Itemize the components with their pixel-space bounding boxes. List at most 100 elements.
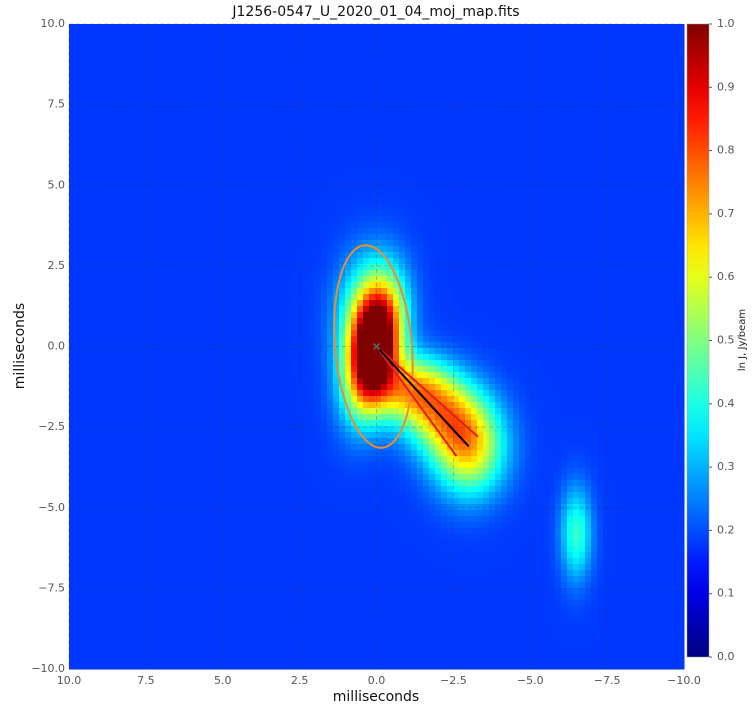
map-cell (507, 216, 514, 223)
map-cell (159, 228, 166, 235)
map-cell (369, 234, 376, 241)
map-cell (201, 162, 208, 169)
map-cell (213, 186, 220, 193)
map-cell (363, 174, 370, 181)
map-cell (273, 42, 280, 49)
map-cell (561, 42, 568, 49)
map-cell (255, 240, 262, 247)
map-cell (129, 294, 136, 301)
map-cell (195, 84, 202, 91)
map-cell (135, 228, 142, 235)
map-cell (375, 72, 382, 79)
map-cell (531, 162, 538, 169)
map-cell (501, 258, 508, 265)
map-cell (291, 294, 298, 301)
map-cell (147, 198, 154, 205)
map-cell (87, 312, 94, 319)
map-cell (201, 258, 208, 265)
map-cell (501, 150, 508, 157)
map-cell (567, 48, 574, 55)
map-cell (465, 252, 472, 259)
map-cell (309, 138, 316, 145)
map-cell (171, 168, 178, 175)
map-cell (495, 24, 502, 31)
map-cell (297, 282, 304, 289)
map-cell (621, 204, 628, 211)
map-cell (75, 84, 82, 91)
map-cell (663, 96, 670, 103)
map-cell (669, 168, 676, 175)
map-cell (69, 264, 76, 271)
map-cell (369, 258, 376, 265)
map-cell (75, 30, 82, 37)
map-cell (417, 294, 424, 301)
map-cell (447, 138, 454, 145)
map-cell (327, 24, 334, 31)
map-cell (195, 120, 202, 127)
map-cell (129, 114, 136, 121)
map-cell (231, 270, 238, 277)
map-cell (297, 24, 304, 31)
map-cell (669, 30, 676, 37)
map-cell (105, 294, 112, 301)
map-cell (675, 186, 682, 193)
map-cell (531, 258, 538, 265)
map-cell (465, 90, 472, 97)
map-cell (111, 246, 118, 253)
map-cell (627, 234, 634, 241)
map-cell (129, 264, 136, 271)
map-cell (201, 120, 208, 127)
map-cell (501, 42, 508, 49)
map-cell (387, 228, 394, 235)
map-cell (345, 138, 352, 145)
map-cell (267, 198, 274, 205)
map-cell (555, 42, 562, 49)
map-cell (429, 24, 436, 31)
map-cell (291, 60, 298, 67)
map-cell (87, 132, 94, 139)
map-cell (279, 252, 286, 259)
map-cell (477, 168, 484, 175)
map-cell (351, 90, 358, 97)
map-cell (435, 162, 442, 169)
map-cell (165, 120, 172, 127)
map-cell (663, 66, 670, 73)
map-cell (477, 186, 484, 193)
map-cell (315, 306, 322, 313)
map-cell (225, 126, 232, 133)
map-cell (147, 312, 154, 319)
map-cell (651, 78, 658, 85)
map-cell (159, 288, 166, 295)
map-cell (639, 156, 646, 163)
map-cell (399, 78, 406, 85)
map-cell (567, 120, 574, 127)
map-cell (99, 252, 106, 259)
map-cell (207, 132, 214, 139)
map-cell (93, 276, 100, 283)
map-cell (657, 234, 664, 241)
map-cell (447, 252, 454, 259)
map-cell (645, 72, 652, 79)
map-cell (399, 234, 406, 241)
map-cell (501, 132, 508, 139)
map-cell (633, 120, 640, 127)
map-cell (81, 54, 88, 61)
map-cell (153, 114, 160, 121)
map-cell (393, 36, 400, 43)
map-cell (645, 216, 652, 223)
map-cell (369, 288, 376, 295)
map-cell (423, 156, 430, 163)
map-cell (501, 300, 508, 307)
map-cell (573, 78, 580, 85)
map-cell (111, 36, 118, 43)
map-cell (279, 156, 286, 163)
map-cell (177, 102, 184, 109)
map-cell (219, 300, 226, 307)
map-cell (489, 30, 496, 37)
map-cell (87, 258, 94, 265)
map-cell (579, 264, 586, 271)
map-cell (141, 288, 148, 295)
map-cell (207, 96, 214, 103)
map-cell (507, 78, 514, 85)
map-cell (267, 60, 274, 67)
